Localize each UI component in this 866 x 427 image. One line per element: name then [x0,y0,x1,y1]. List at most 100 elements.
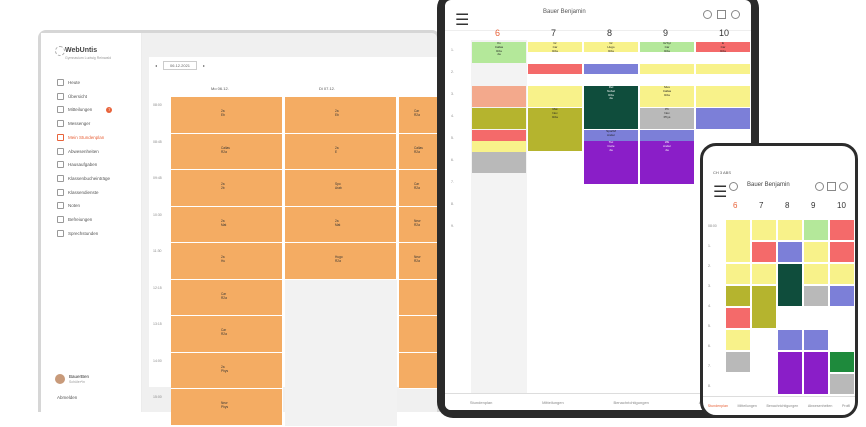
sidebar-item[interactable]: Klassenbucheinträge [57,174,110,182]
lesson-cell[interactable] [696,108,750,129]
tab-bar-item[interactable]: Abwesenheiten [807,404,833,408]
day-number[interactable]: 10 [719,28,730,38]
lesson-cell[interactable]: Gr Car R2a [528,42,582,52]
lesson-cell[interactable] [830,374,854,394]
lesson-cell[interactable] [472,108,526,129]
lesson-cell[interactable] [528,64,582,74]
lesson-cell[interactable] [752,220,776,240]
lesson-cell[interactable] [752,264,776,284]
day-number[interactable]: 9 [811,201,816,210]
lesson-cell[interactable]: 2a 2b [171,170,283,207]
lesson-cell[interactable] [778,242,802,262]
tab-bar-item[interactable]: Stundenplan [469,399,493,405]
tab-bar-item[interactable]: Benachrichtigungen [613,399,649,405]
day-number[interactable]: 8 [785,201,790,210]
logout-button[interactable]: Abmelden [57,395,78,400]
lesson-cell[interactable]: 2a Eb [285,97,397,134]
lesson-cell[interactable]: Hugo R2a [285,243,397,280]
lesson-cell[interactable]: New Phys [171,389,283,426]
lesson-cell[interactable]: 2a Hu [171,243,283,280]
lesson-cell[interactable]: Tsc Curie 2a [584,141,638,184]
tab-bar-item[interactable]: Benachrichtigungen [766,404,799,408]
lesson-cell[interactable]: Callas R2a [171,133,283,170]
lesson-cell[interactable] [804,352,828,394]
lesson-cell[interactable] [778,264,802,306]
lesson-cell[interactable]: Wk Ander 2a [640,141,694,184]
calendar-icon[interactable] [827,182,836,191]
calendar-icon[interactable] [717,10,726,19]
lesson-cell[interactable] [640,64,694,74]
sidebar-item[interactable]: Heute [57,79,80,86]
lesson-cell[interactable]: Ks Callas R2a 2a [472,42,526,63]
sidebar-item[interactable]: Abwesenheiten [57,147,99,155]
sidebar-item[interactable]: Hausaufgaben [57,161,97,169]
lesson-cell[interactable] [528,86,582,107]
lesson-cell[interactable]: Spo Arab [285,170,397,207]
lesson-cell[interactable] [472,86,526,107]
sidebar-item[interactable]: Übersicht [57,92,87,100]
chat-icon[interactable] [839,182,848,191]
user-switch-icon[interactable] [729,182,738,191]
tab-bar-item[interactable]: Stundenplan [707,404,728,408]
lesson-cell[interactable]: New R2a [399,243,441,280]
lesson-cell[interactable] [778,220,802,240]
lesson-cell[interactable]: Callas R2a [399,133,441,170]
chat-icon[interactable] [731,10,740,19]
lesson-cell[interactable] [804,242,828,262]
lesson-cell[interactable] [830,286,854,306]
sidebar-item[interactable]: Mitteilungen 7 [57,106,113,114]
lesson-cell[interactable] [778,330,802,350]
lesson-cell[interactable] [726,330,750,350]
lesson-cell[interactable] [472,152,526,173]
lesson-cell[interactable] [726,220,750,262]
lesson-cell[interactable]: 2a Eb [171,97,283,134]
lesson-cell[interactable]: Car R2a [171,279,283,316]
menu-icon[interactable]: ☰ [455,12,470,29]
lesson-cell[interactable]: Car R2a [399,97,441,134]
lesson-cell[interactable] [726,308,750,328]
date-picker[interactable]: 06.12.2021 [163,61,198,70]
search-icon[interactable] [703,10,712,19]
lesson-cell[interactable] [584,64,638,74]
prev-week-icon[interactable]: ◂ [155,63,158,68]
tab-bar-item[interactable]: Mitteilungen [542,399,564,405]
lesson-cell[interactable] [726,352,750,372]
sidebar-item[interactable]: Noten [57,202,80,210]
lesson-cell[interactable] [830,220,854,240]
lesson-cell[interactable]: 2a Mat [171,206,283,243]
day-number[interactable]: 7 [759,201,764,210]
lesson-cell[interactable] [399,352,441,389]
lesson-cell[interactable] [830,264,854,284]
lesson-cell[interactable] [830,242,854,262]
menu-icon[interactable]: ☰ [713,184,728,201]
lesson-cell[interactable] [399,279,441,316]
day-number[interactable]: 8 [607,28,613,38]
next-week-icon[interactable]: ▸ [203,63,206,68]
lesson-cell[interactable]: Car R2a [399,170,441,207]
lesson-cell[interactable] [696,86,750,107]
lesson-cell[interactable] [726,264,750,284]
day-number[interactable]: 9 [663,28,669,38]
lesson-cell[interactable]: Rel Nobel R2a 2a [584,86,638,129]
sidebar-item[interactable]: Mein Stundenplan [57,133,104,141]
day-number[interactable]: 6 [733,201,738,210]
sidebar-item[interactable]: Befreiungen [57,216,92,223]
lesson-cell[interactable] [696,64,750,74]
lesson-cell[interactable]: 2a Mat [285,206,397,243]
lesson-cell[interactable]: Mus Callas R2a [640,86,694,107]
lesson-cell[interactable] [752,286,776,328]
lesson-cell[interactable] [804,220,828,240]
lesson-cell[interactable]: 2a E [285,133,397,170]
lesson-cell[interactable]: Gr Hugo R2a [584,42,638,52]
tab-bar-item[interactable]: Profil [841,404,851,408]
user-profile[interactable]: BauerBen Schüler*in [55,374,89,384]
lesson-cell[interactable] [804,286,828,306]
lesson-cell[interactable] [752,242,776,262]
sidebar-item[interactable]: Klassendienste [57,188,99,196]
tab-bar-item[interactable]: Mitteilungen [737,404,757,408]
lesson-cell[interactable] [830,352,854,372]
lesson-cell[interactable] [399,316,441,353]
lesson-cell[interactable]: GrSyt Car R2a [640,42,694,52]
lesson-cell[interactable]: 2a Phys [171,352,283,389]
day-number[interactable]: 10 [837,201,846,210]
